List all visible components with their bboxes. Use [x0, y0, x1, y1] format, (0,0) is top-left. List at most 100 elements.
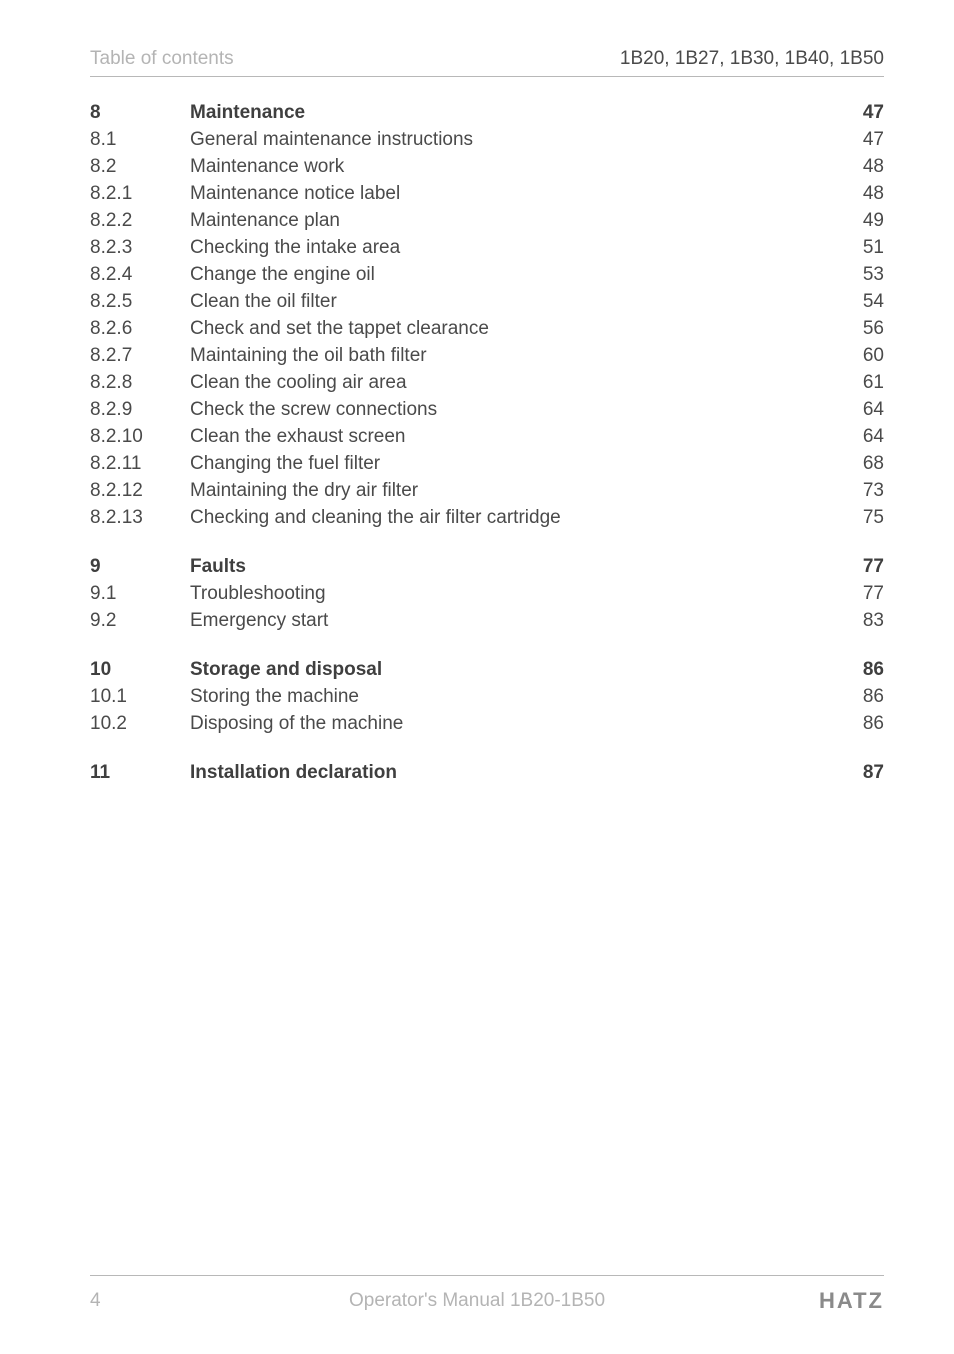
toc-entry-title: Checking and cleaning the air filter car… — [190, 504, 561, 531]
toc-entry: 8.2.9Check the screw connections 64 — [90, 396, 884, 423]
toc-entry-page: 77 — [856, 553, 884, 580]
toc-entry-title: Clean the exhaust screen — [190, 423, 405, 450]
footer-page-number: 4 — [90, 1290, 101, 1312]
footer-manual-title: Operator's Manual 1B20-1B50 — [349, 1290, 605, 1312]
toc-entry: 8.2.1Maintenance notice label 48 — [90, 180, 884, 207]
toc-entry: 8.2.8Clean the cooling air area61 — [90, 369, 884, 396]
toc-entry-page: 75 — [856, 504, 884, 531]
toc-entry-number: 8.2.11 — [90, 450, 190, 477]
toc-entry-page: 68 — [856, 450, 884, 477]
toc-entry-title: Maintaining the dry air filter — [190, 477, 418, 504]
toc-entry-page: 51 — [856, 234, 884, 261]
toc-gap — [90, 531, 884, 553]
toc-entry-number: 11 — [90, 759, 190, 786]
toc-entry: 9.2Emergency start 83 — [90, 607, 884, 634]
toc-entry-title: Storing the machine — [190, 683, 359, 710]
page-header: Table of contents 1B20, 1B27, 1B30, 1B40… — [90, 48, 884, 77]
toc-entry-page: 48 — [856, 180, 884, 207]
table-of-contents: 8Maintenance478.1General maintenance ins… — [90, 99, 884, 786]
toc-entry: 10Storage and disposal 86 — [90, 656, 884, 683]
toc-entry-title: Maintaining the oil bath filter — [190, 342, 427, 369]
toc-entry-page: 86 — [856, 710, 884, 737]
toc-entry-number: 8.2.3 — [90, 234, 190, 261]
toc-entry-number: 10 — [90, 656, 190, 683]
toc-entry-page: 87 — [856, 759, 884, 786]
toc-entry: 10.2Disposing of the machine 86 — [90, 710, 884, 737]
toc-entry: 8.2.6Check and set the tappet clearance5… — [90, 315, 884, 342]
toc-entry-number: 10.1 — [90, 683, 190, 710]
toc-entry-page: 48 — [856, 153, 884, 180]
toc-entry-title: Checking the intake area — [190, 234, 400, 261]
header-model-codes: 1B20, 1B27, 1B30, 1B40, 1B50 — [620, 48, 884, 70]
toc-entry-page: 53 — [856, 261, 884, 288]
toc-entry-title: Faults — [190, 553, 246, 580]
toc-entry: 8.2.2Maintenance plan 49 — [90, 207, 884, 234]
toc-entry: 8Maintenance 47 — [90, 99, 884, 126]
toc-entry: 8.2.12Maintaining the dry air filter 73 — [90, 477, 884, 504]
toc-entry-number: 9.1 — [90, 580, 190, 607]
toc-entry-page: 86 — [856, 656, 884, 683]
page: Table of contents 1B20, 1B27, 1B30, 1B40… — [0, 0, 954, 1354]
toc-entry-title: Clean the cooling air area — [190, 369, 407, 396]
toc-entry-title: Maintenance notice label — [190, 180, 400, 207]
toc-entry-title: Emergency start — [190, 607, 328, 634]
toc-entry: 10.1Storing the machine 86 — [90, 683, 884, 710]
toc-entry-title: Check and set the tappet clearance — [190, 315, 489, 342]
toc-entry-title: Maintenance plan — [190, 207, 340, 234]
toc-entry-page: 64 — [856, 396, 884, 423]
toc-entry-number: 8.2 — [90, 153, 190, 180]
toc-entry-number: 8.2.12 — [90, 477, 190, 504]
toc-entry-page: 47 — [856, 99, 884, 126]
toc-entry-number: 8.2.13 — [90, 504, 190, 531]
toc-entry: 8.2.11Changing the fuel filter 68 — [90, 450, 884, 477]
toc-entry-number: 8.1 — [90, 126, 190, 153]
toc-entry-page: 86 — [856, 683, 884, 710]
toc-entry: 8.2.13Checking and cleaning the air filt… — [90, 504, 884, 531]
toc-entry: 8.1General maintenance instructions 47 — [90, 126, 884, 153]
toc-entry-number: 8.2.2 — [90, 207, 190, 234]
toc-entry-page: 83 — [856, 607, 884, 634]
toc-entry-page: 60 — [856, 342, 884, 369]
toc-entry-number: 8.2.1 — [90, 180, 190, 207]
toc-entry-number: 8.2.5 — [90, 288, 190, 315]
toc-entry-page: 54 — [856, 288, 884, 315]
toc-entry-number: 8.2.9 — [90, 396, 190, 423]
toc-entry-page: 73 — [856, 477, 884, 504]
toc-gap — [90, 737, 884, 759]
toc-entry-number: 10.2 — [90, 710, 190, 737]
toc-entry-title: Check the screw connections — [190, 396, 437, 423]
toc-entry-title: Disposing of the machine — [190, 710, 403, 737]
toc-entry-number: 8.2.7 — [90, 342, 190, 369]
toc-entry-title: Maintenance work — [190, 153, 344, 180]
header-section-title: Table of contents — [90, 48, 234, 70]
toc-entry-page: 77 — [856, 580, 884, 607]
toc-entry-title: Change the engine oil — [190, 261, 375, 288]
toc-entry: 8.2.5Clean the oil filter54 — [90, 288, 884, 315]
toc-entry-title: Changing the fuel filter — [190, 450, 380, 477]
toc-entry-title: Troubleshooting — [190, 580, 326, 607]
toc-entry-number: 9 — [90, 553, 190, 580]
toc-entry-number: 8.2.4 — [90, 261, 190, 288]
toc-entry-title: Storage and disposal — [190, 656, 382, 683]
toc-entry-page: 49 — [856, 207, 884, 234]
toc-gap — [90, 634, 884, 656]
toc-entry: 8.2.3Checking the intake area 51 — [90, 234, 884, 261]
page-footer: 4 Operator's Manual 1B20-1B50 HATZ — [90, 1275, 884, 1314]
toc-entry: 8.2.7Maintaining the oil bath filter 60 — [90, 342, 884, 369]
toc-entry-number: 9.2 — [90, 607, 190, 634]
toc-entry-number: 8.2.10 — [90, 423, 190, 450]
toc-entry: 9Faults 77 — [90, 553, 884, 580]
toc-entry: 8.2.10Clean the exhaust screen 64 — [90, 423, 884, 450]
toc-entry-page: 47 — [856, 126, 884, 153]
spacer — [90, 786, 884, 1275]
toc-entry: 11Installation declaration87 — [90, 759, 884, 786]
toc-entry: 9.1Troubleshooting 77 — [90, 580, 884, 607]
toc-entry: 8.2.4Change the engine oil 53 — [90, 261, 884, 288]
toc-entry-title: Maintenance — [190, 99, 305, 126]
toc-entry-number: 8.2.6 — [90, 315, 190, 342]
toc-entry-page: 64 — [856, 423, 884, 450]
toc-entry-title: General maintenance instructions — [190, 126, 473, 153]
toc-entry-number: 8 — [90, 99, 190, 126]
toc-entry-page: 61 — [856, 369, 884, 396]
toc-entry: 8.2Maintenance work 48 — [90, 153, 884, 180]
